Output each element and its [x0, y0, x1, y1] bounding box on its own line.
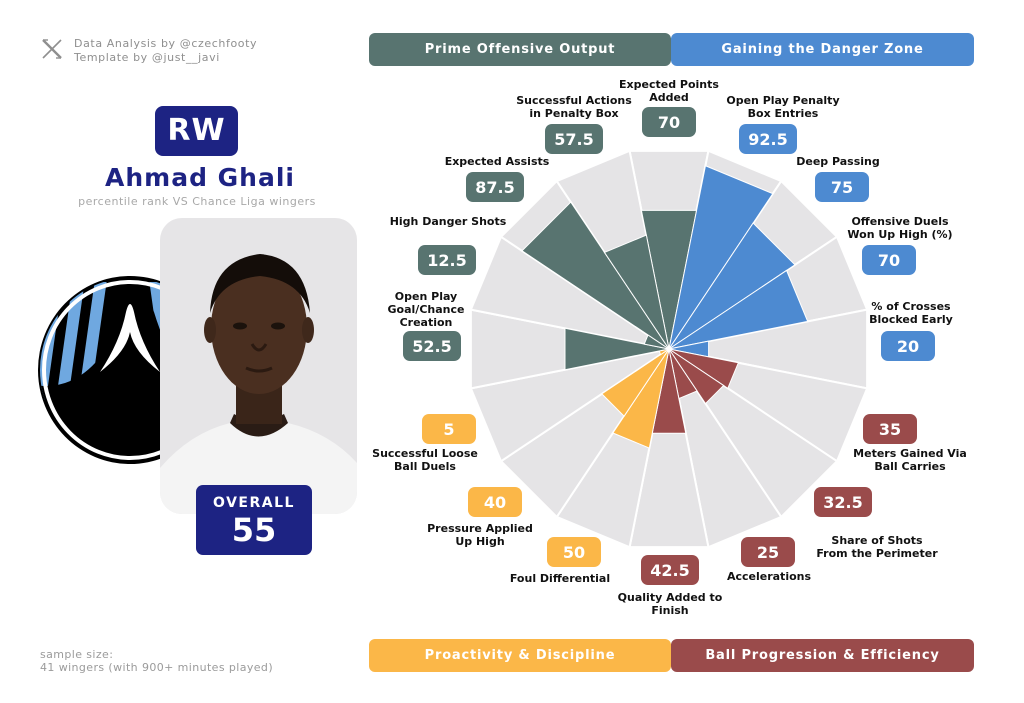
category-proactivity-discipline: Proactivity & Discipline	[369, 639, 671, 672]
value-badge: 92.5	[739, 124, 797, 154]
value-label: 87.5	[475, 178, 514, 197]
metric-label: Successful Loose Ball Duels	[372, 447, 478, 473]
value-badge: 57.5	[545, 124, 603, 154]
value-badge: 52.5	[403, 331, 461, 361]
radar-bar	[668, 269, 809, 350]
overall-label: OVERALL	[213, 495, 295, 511]
metric-label: Deep Passing	[796, 155, 880, 168]
value-badge: 70	[862, 245, 916, 275]
radar-sector	[668, 348, 839, 519]
radar-bar	[668, 340, 710, 358]
radar-bar	[658, 348, 670, 356]
metric-label: Meters Gained Via Ball Carries	[853, 447, 967, 473]
radar-bar	[651, 348, 687, 434]
radar-bar	[668, 222, 796, 350]
value-label: 5	[443, 420, 454, 439]
x-logo-icon[interactable]	[40, 37, 64, 61]
value-label: 42.5	[650, 561, 689, 580]
value-badge: 12.5	[418, 245, 476, 275]
category-gaining-danger-zone: Gaining the Danger Zone	[671, 33, 974, 66]
radar-sector	[668, 149, 783, 350]
value-badge: 50	[547, 537, 601, 567]
value-label: 50	[563, 543, 585, 562]
metric-label: High Danger Shots	[390, 215, 507, 228]
value-label: 75	[831, 178, 853, 197]
sample-size-value: 41 wingers (with 900+ minutes played)	[40, 661, 274, 674]
value-badge: 87.5	[466, 172, 524, 202]
value-badge: 42.5	[641, 555, 699, 585]
value-label: 52.5	[412, 337, 451, 356]
radar-sector	[469, 348, 670, 463]
overall-value: 55	[231, 511, 277, 549]
value-badge: 35	[863, 414, 917, 444]
value-label: 92.5	[748, 130, 787, 149]
metric-label: Offensive Duels Won Up High (%)	[847, 215, 952, 241]
value-badge: 32.5	[814, 487, 872, 517]
value-label: 40	[484, 493, 506, 512]
metric-label: % of Crosses Blocked Early	[869, 300, 953, 326]
radar-sector	[668, 308, 869, 390]
radar-bar	[640, 209, 698, 350]
player-photo	[160, 218, 357, 514]
radar-sector	[628, 348, 710, 549]
radar-sector	[499, 179, 670, 350]
value-label: 70	[658, 113, 680, 132]
radar-bar	[521, 201, 670, 350]
radar-sector	[668, 348, 783, 549]
radar-sector	[668, 235, 869, 350]
metric-label: Pressure Applied Up High	[427, 522, 533, 548]
value-label: 32.5	[823, 493, 862, 512]
sample-size-label: sample size:	[40, 648, 114, 661]
position-badge: RW	[155, 106, 238, 156]
radar-bar	[668, 348, 725, 405]
radar-bar	[668, 165, 774, 350]
radar-sector	[668, 179, 839, 350]
radar-bar	[601, 348, 670, 417]
sample-size-note: sample size: 41 wingers (with 900+ minut…	[40, 648, 340, 674]
radar-bar	[668, 348, 698, 400]
value-badge: 20	[881, 331, 935, 361]
radar-bar	[564, 327, 670, 371]
value-label: 25	[757, 543, 779, 562]
radar-bar	[668, 348, 740, 390]
value-badge: 40	[468, 487, 522, 517]
metric-label: Open Play Penalty Box Entries	[726, 94, 839, 120]
radar-bar	[603, 234, 670, 350]
player-subtitle: percentile rank VS Chance Liga wingers	[78, 195, 316, 208]
value-label: 70	[878, 251, 900, 270]
radar-bar	[643, 334, 670, 350]
metric-label: Expected Assists	[445, 155, 550, 168]
radar-sector	[628, 149, 710, 350]
value-badge: 70	[642, 107, 696, 137]
radar-sector	[555, 348, 670, 549]
value-badge: 75	[815, 172, 869, 202]
credit-template: Template by @just__javi	[74, 51, 220, 64]
value-label: 20	[897, 337, 919, 356]
radar-sector	[555, 149, 670, 350]
metric-label: Quality Added to Finish	[618, 591, 723, 617]
metric-label: Successful Actions in Penalty Box	[516, 94, 632, 120]
value-label: 57.5	[554, 130, 593, 149]
value-badge: 5	[422, 414, 476, 444]
metric-label: Expected Points Added	[619, 78, 719, 104]
metric-label: Share of Shots From the Perimeter	[816, 534, 938, 560]
metric-label: Foul Differential	[510, 572, 610, 585]
metric-label: Accelerations	[727, 570, 812, 583]
club-logo	[38, 276, 180, 464]
category-ball-progression-efficiency: Ball Progression & Efficiency	[671, 639, 974, 672]
value-badge: 25	[741, 537, 795, 567]
player-name: Ahmad Ghali	[105, 163, 295, 192]
radar-sector	[499, 348, 670, 519]
radar-sector	[469, 235, 670, 350]
value-label: 12.5	[427, 251, 466, 270]
overall-badge: OVERALL 55	[196, 485, 312, 555]
credit-analysis: Data Analysis by @czechfooty	[74, 37, 258, 50]
radar-sector	[469, 308, 670, 390]
metric-label: Open Play Goal/Chance Creation	[388, 290, 465, 329]
category-prime-offensive-output: Prime Offensive Output	[369, 33, 671, 66]
value-label: 35	[879, 420, 901, 439]
radar-bar	[612, 348, 670, 449]
radar-sector	[668, 348, 869, 463]
